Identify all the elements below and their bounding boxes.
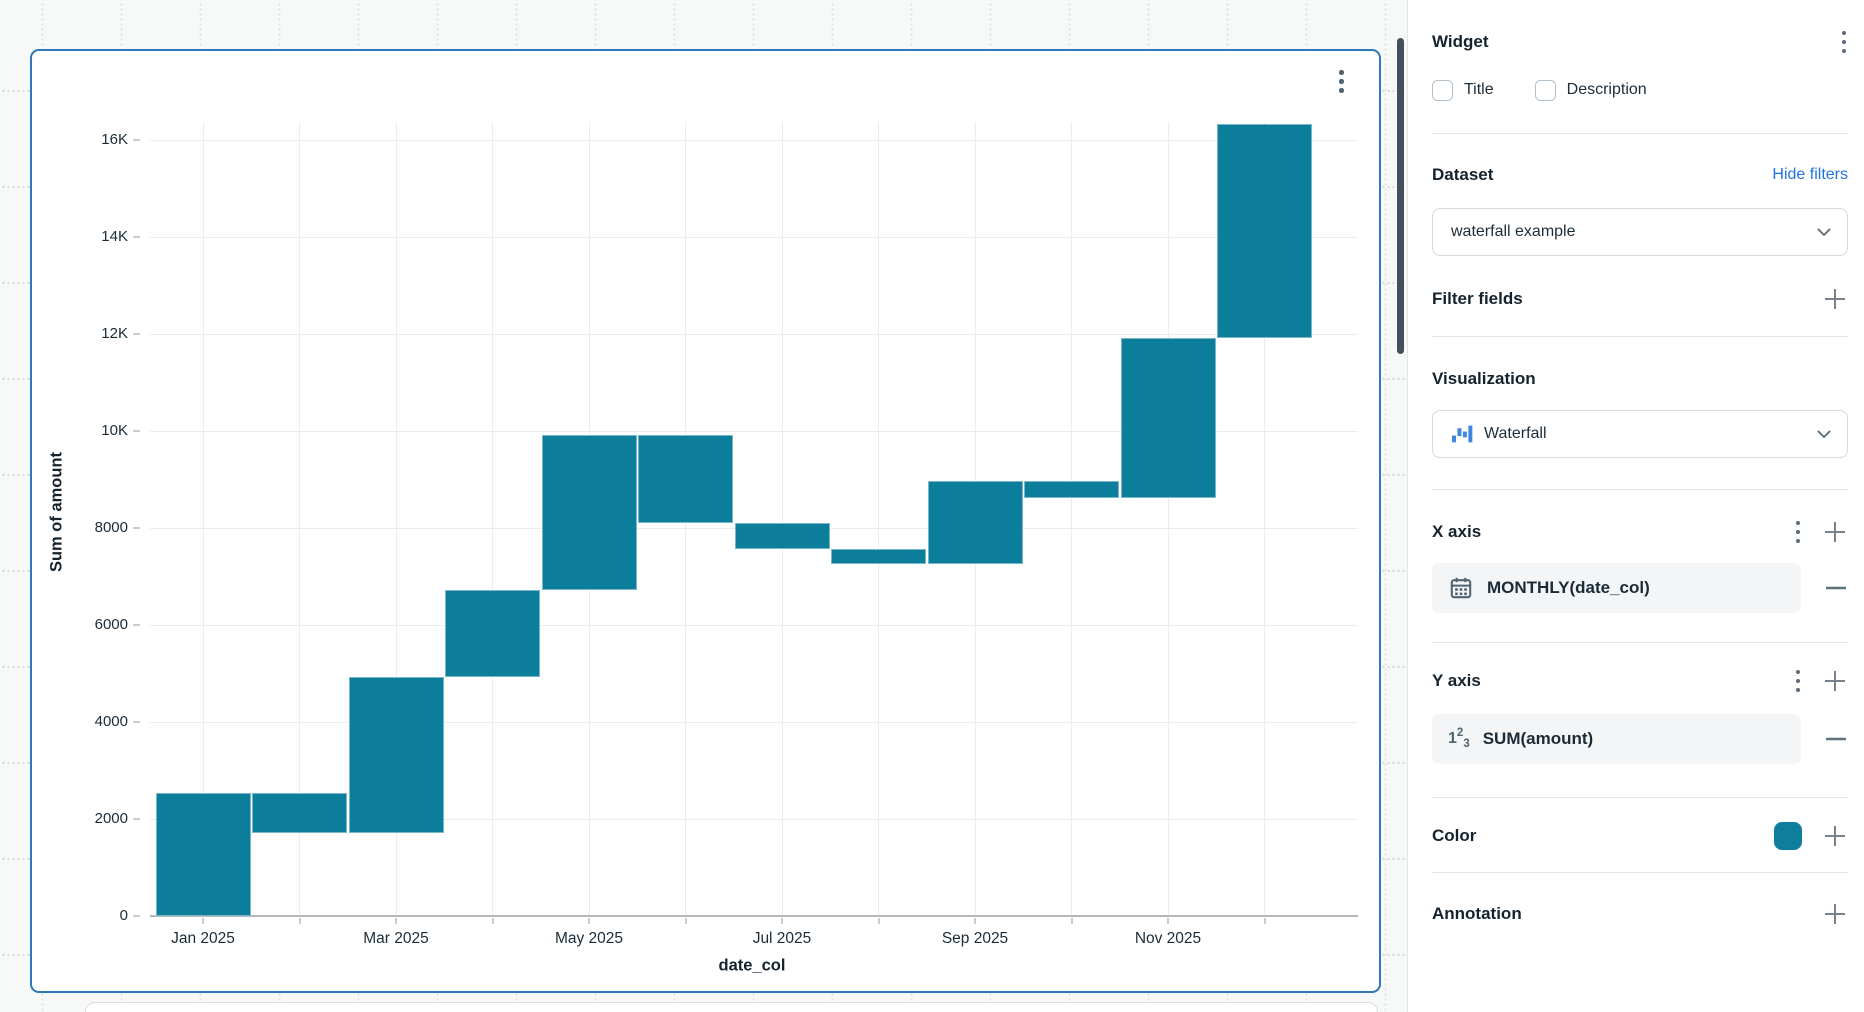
x-axis-menu-button[interactable] (1794, 519, 1802, 545)
hide-filters-link[interactable]: Hide filters (1772, 166, 1848, 183)
y-axis-header: Y axis (1432, 669, 1848, 693)
kebab-menu-icon (1841, 48, 1846, 54)
dataset-select[interactable]: waterfall example (1432, 208, 1848, 256)
y-axis-menu-button[interactable] (1794, 668, 1802, 694)
add-filter-field-button[interactable] (1822, 286, 1848, 312)
waterfall-bar[interactable] (1120, 337, 1216, 498)
dashboard-canvas: Sum of amount date_col 0 2000 4000 6000 8000… (0, 0, 1407, 1012)
description-toggle: Description (1534, 79, 1647, 101)
y-axis-field-chip[interactable]: 123 SUM(amount) (1432, 714, 1801, 764)
kebab-menu-icon (1841, 39, 1846, 45)
section-divider (1432, 133, 1848, 134)
waterfall-bar[interactable] (734, 523, 830, 550)
y-axis-field-row: 123 SUM(amount) (1432, 714, 1848, 764)
kebab-menu-icon (1795, 529, 1800, 535)
section-divider (1432, 489, 1848, 490)
x-axis-header: X axis (1432, 520, 1848, 544)
kebab-menu-icon (1841, 30, 1846, 36)
waterfall-bar[interactable] (1217, 123, 1312, 338)
remove-x-axis-field-button[interactable] (1823, 575, 1849, 601)
kebab-menu-icon (1339, 70, 1344, 75)
canvas-scrollbar[interactable] (1397, 38, 1404, 354)
waterfall-bar[interactable] (445, 590, 540, 677)
section-divider (1432, 642, 1848, 643)
minus-icon (1826, 737, 1846, 741)
widget-toggles: Title Description (1432, 79, 1848, 101)
waterfall-bar[interactable] (541, 434, 637, 591)
panel-title: Widget (1432, 32, 1489, 51)
color-header: Color (1432, 822, 1848, 850)
panel-menu-button[interactable] (1840, 29, 1848, 55)
x-axis-actions (1794, 519, 1848, 545)
waterfall-bar[interactable] (1024, 480, 1119, 498)
x-axis-field-row: MONTHLY(date_col) (1432, 563, 1848, 613)
waterfall-bar[interactable] (638, 434, 733, 524)
plus-icon (1825, 671, 1845, 691)
panel-header: Widget (1432, 30, 1848, 54)
description-checkbox-label: Description (1566, 81, 1647, 98)
calendar-icon (1450, 577, 1472, 599)
color-swatch[interactable] (1774, 822, 1802, 850)
filter-fields-header: Filter fields (1432, 287, 1848, 311)
kebab-menu-icon (1795, 520, 1800, 526)
visualization-header: Visualization (1432, 367, 1848, 391)
y-axis-heading: Y axis (1432, 671, 1481, 690)
remove-y-axis-field-button[interactable] (1823, 726, 1849, 752)
title-toggle: Title (1432, 79, 1494, 101)
section-divider (1432, 797, 1848, 798)
waterfall-bar[interactable] (252, 792, 347, 834)
annotation-heading: Annotation (1432, 904, 1522, 923)
number-123-icon: 123 (1448, 726, 1470, 750)
dataset-header: Dataset Hide filters (1432, 163, 1848, 187)
widget-menu-button[interactable] (1334, 68, 1348, 98)
kebab-menu-icon (1795, 687, 1800, 693)
kebab-menu-icon (1795, 538, 1800, 544)
kebab-menu-icon (1339, 88, 1344, 93)
section-divider (1432, 872, 1848, 873)
y-axis-actions (1794, 668, 1848, 694)
section-divider (1432, 336, 1848, 337)
chevron-down-icon (1817, 430, 1831, 438)
kebab-menu-icon (1795, 678, 1800, 684)
waterfall-bar[interactable] (348, 676, 444, 834)
description-checkbox[interactable] (1534, 79, 1556, 101)
waterfall-bar[interactable] (927, 480, 1023, 564)
x-axis-field-label: MONTHLY(date_col) (1487, 578, 1650, 597)
filter-fields-heading: Filter fields (1432, 289, 1523, 308)
dataset-select-value: waterfall example (1451, 223, 1576, 240)
plus-icon (1825, 826, 1845, 846)
plus-icon (1825, 289, 1845, 309)
plus-icon (1825, 904, 1845, 924)
visualization-heading: Visualization (1432, 369, 1536, 388)
add-annotation-button[interactable] (1822, 901, 1848, 927)
title-checkbox-label: Title (1464, 81, 1494, 98)
x-axis-heading: X axis (1432, 522, 1482, 541)
color-actions (1774, 822, 1848, 850)
kebab-menu-icon (1795, 669, 1800, 675)
waterfall-bar[interactable] (831, 549, 926, 564)
visualization-select-value: Waterfall (1484, 425, 1547, 442)
annotation-header: Annotation (1432, 902, 1848, 926)
x-axis-field-chip[interactable]: MONTHLY(date_col) (1432, 563, 1801, 613)
dataset-heading: Dataset (1432, 165, 1494, 184)
y-axis-field-label: SUM(amount) (1482, 729, 1594, 748)
visualization-select[interactable]: Waterfall (1432, 410, 1848, 458)
add-x-axis-field-button[interactable] (1822, 519, 1848, 545)
minus-icon (1826, 586, 1846, 590)
add-color-rule-button[interactable] (1822, 823, 1848, 849)
next-widget-card[interactable] (85, 1002, 1378, 1012)
chevron-down-icon (1817, 228, 1831, 236)
widget-settings-panel: Widget Title Description Dataset Hide fi… (1407, 0, 1864, 1012)
title-checkbox[interactable] (1432, 79, 1453, 101)
kebab-menu-icon (1339, 79, 1344, 84)
plus-icon (1825, 522, 1845, 542)
color-heading: Color (1432, 826, 1477, 845)
waterfall-chart-icon (1451, 423, 1474, 446)
waterfall-bar[interactable] (155, 792, 251, 916)
add-y-axis-field-button[interactable] (1822, 668, 1848, 694)
